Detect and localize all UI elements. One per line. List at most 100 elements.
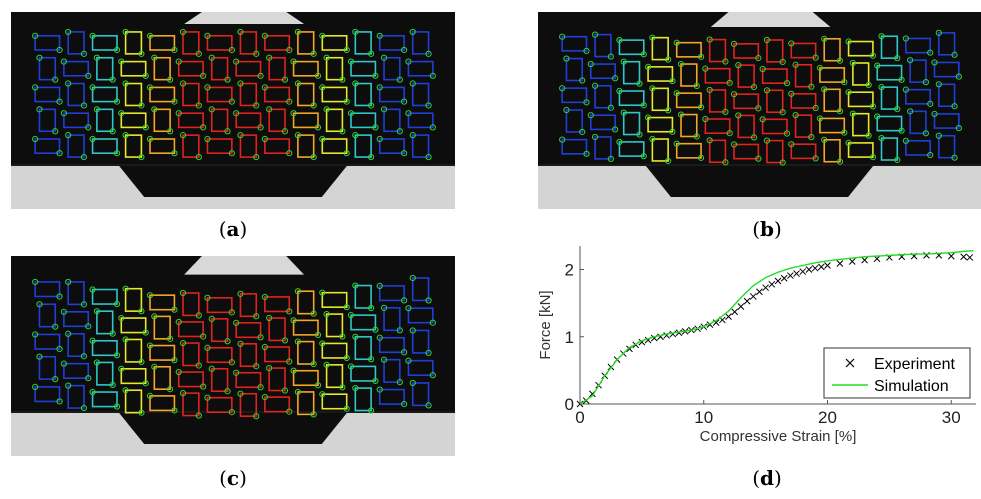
lattice-cell: [819, 117, 846, 134]
tracking-marker: [706, 36, 713, 43]
tracking-marker: [204, 32, 211, 39]
lattice-cell: [264, 138, 291, 154]
lattice-cell: [938, 134, 956, 159]
legend-box: [823, 347, 971, 399]
lattice-cell: [182, 392, 200, 417]
tracking-marker: [368, 102, 375, 109]
lattice-cell: [651, 138, 669, 162]
tracking-marker: [319, 135, 326, 143]
lattice-cell: [268, 317, 286, 342]
tracking-marker: [607, 53, 614, 60]
experiment-marker: [836, 260, 844, 267]
lattice-cell: [292, 60, 319, 77]
x-tick-label: 20: [818, 408, 837, 427]
bottom-fixture: [11, 411, 455, 456]
tracking-marker: [138, 50, 145, 57]
tracking-marker: [151, 313, 158, 320]
tracking-marker: [266, 106, 273, 113]
tracking-marker: [935, 81, 942, 88]
lattice-cell: [268, 108, 286, 133]
tracking-marker: [266, 364, 273, 372]
lattice-cell: [565, 57, 583, 82]
lattice-overlay-c: [11, 256, 455, 456]
y-axis-label: Force [kN]: [537, 290, 554, 359]
tracking-marker: [257, 334, 264, 341]
tracking-marker: [310, 50, 317, 57]
tracking-marker: [261, 84, 268, 91]
tracking-marker: [726, 130, 733, 137]
tracking-marker: [195, 312, 202, 319]
experiment-marker: [712, 319, 720, 327]
tracking-marker: [821, 136, 828, 143]
tracking-marker: [65, 28, 72, 36]
tracking-marker: [869, 103, 877, 110]
tracking-marker: [763, 36, 771, 44]
lattice-cell: [38, 56, 57, 81]
tracking-marker: [80, 153, 88, 161]
lattice-cells: [559, 29, 962, 166]
lattice-cell: [938, 32, 956, 56]
tracking-marker: [286, 98, 293, 105]
lattice-cell: [852, 112, 870, 137]
legend-experiment-swatch: [845, 358, 855, 368]
x-axis-label: Compressive Strain [%]: [700, 428, 857, 445]
tracking-marker: [310, 360, 317, 368]
lattice-cell: [239, 134, 258, 158]
tracking-marker: [927, 49, 934, 56]
tracking-marker: [257, 124, 264, 131]
tracking-marker: [151, 363, 158, 370]
lattice-cell: [153, 315, 171, 340]
tracking-marker: [32, 135, 39, 143]
tracking-marker: [118, 58, 125, 65]
lattice-cell: [618, 90, 645, 107]
tracking-marker: [224, 76, 231, 83]
lattice-cell: [354, 284, 372, 309]
tracking-marker: [763, 137, 771, 144]
tracking-marker: [425, 50, 432, 57]
top-fixture: [184, 256, 305, 275]
tracking-marker: [697, 53, 705, 60]
lattice-cell: [120, 112, 147, 129]
tracking-marker: [195, 102, 202, 109]
tracking-marker: [257, 384, 264, 391]
lattice-cell: [378, 86, 405, 103]
tracking-marker: [80, 301, 88, 308]
tracking-marker: [779, 159, 786, 166]
tracking-marker: [171, 407, 178, 414]
lattice-cell: [933, 61, 960, 78]
tracking-marker: [792, 112, 799, 119]
tracking-marker: [286, 150, 293, 157]
lattice-cell: [938, 83, 956, 108]
tracking-marker: [612, 75, 619, 82]
tracking-marker: [228, 46, 235, 54]
tracking-marker: [401, 150, 408, 157]
tracking-marker: [931, 59, 938, 66]
lattice-cell: [182, 134, 200, 158]
tracking-marker: [620, 109, 627, 116]
tracking-marker: [224, 388, 231, 395]
lattice-cell: [905, 88, 932, 105]
tracking-marker: [759, 65, 766, 73]
tracking-marker: [261, 343, 268, 351]
tracking-marker: [409, 28, 416, 36]
tracking-marker: [281, 76, 289, 83]
lattice-cell: [823, 88, 841, 113]
simulation-line: [579, 250, 974, 405]
lattice-cell: [561, 138, 588, 155]
caption-b: (b): [752, 217, 782, 241]
lattice-cell: [407, 359, 434, 376]
lattice-cell: [264, 86, 291, 103]
lattice-cell: [378, 388, 405, 405]
lattice-cell: [38, 355, 57, 380]
lattice-cell: [91, 339, 118, 357]
lattice-cell: [880, 86, 899, 110]
tracking-marker: [65, 132, 72, 139]
lattice-cell: [354, 31, 372, 55]
lattice-cell: [210, 367, 229, 393]
lattice-cell: [823, 37, 841, 62]
tracking-marker: [122, 28, 129, 36]
tracking-marker: [146, 292, 154, 299]
tracking-marker: [314, 124, 322, 131]
tracking-marker: [113, 98, 121, 105]
tracking-marker: [783, 80, 791, 87]
